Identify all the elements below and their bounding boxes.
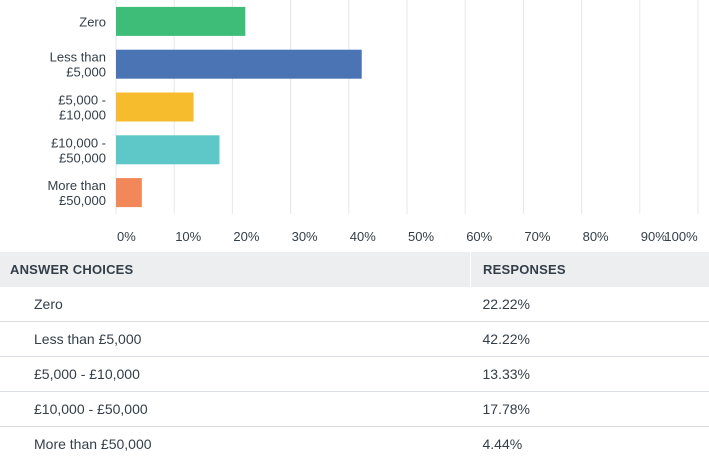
x-tick-label: 10% bbox=[175, 229, 201, 244]
responses-header: RESPONSES bbox=[471, 252, 709, 287]
bars bbox=[116, 7, 362, 207]
answer-choices-header: ANSWER CHOICES bbox=[0, 252, 471, 287]
table-header-row: ANSWER CHOICES RESPONSES bbox=[0, 252, 709, 287]
response-value: 4.44% bbox=[471, 427, 709, 461]
x-tick-label: 60% bbox=[466, 229, 492, 244]
x-tick-label: 40% bbox=[350, 229, 376, 244]
x-tick-label: 100% bbox=[664, 229, 698, 244]
answer-choice: Less than £5,000 bbox=[0, 322, 471, 357]
x-tick-label: 20% bbox=[233, 229, 259, 244]
x-tick-label: 90% bbox=[641, 229, 667, 244]
x-tick-label: 70% bbox=[524, 229, 550, 244]
x-tick-label: 30% bbox=[292, 229, 318, 244]
x-axis-tick-labels: 0% 10% 20% 30% 40% 50% 60% 70% 80% 90%100% bbox=[117, 229, 698, 244]
bar bbox=[116, 178, 142, 207]
category-label: £5,000 - bbox=[58, 93, 106, 108]
results-table: ANSWER CHOICES RESPONSES Zero 22.22% Les… bbox=[0, 252, 709, 461]
table-row: £5,000 - £10,000 13.33% bbox=[0, 357, 709, 392]
answer-choice: £5,000 - £10,000 bbox=[0, 357, 471, 392]
answer-choice: £10,000 - £50,000 bbox=[0, 392, 471, 427]
category-label: £5,000 bbox=[66, 65, 106, 80]
bar bbox=[116, 7, 245, 36]
table-row: £10,000 - £50,000 17.78% bbox=[0, 392, 709, 427]
answer-choice: More than £50,000 bbox=[0, 427, 471, 461]
response-value: 22.22% bbox=[471, 287, 709, 322]
category-label: More than bbox=[47, 178, 106, 193]
response-value: 42.22% bbox=[471, 322, 709, 357]
category-label: £10,000 bbox=[59, 108, 106, 123]
bar bbox=[116, 93, 194, 122]
answer-choice: Zero bbox=[0, 287, 471, 322]
category-label: £50,000 bbox=[59, 193, 106, 208]
bar bbox=[116, 50, 362, 79]
table-row: Less than £5,000 42.22% bbox=[0, 322, 709, 357]
category-label: £10,000 - bbox=[51, 135, 106, 150]
table-row: Zero 22.22% bbox=[0, 287, 709, 322]
category-labels: Zero Less than£5,000 £5,000 -£10,000 £10,00… bbox=[47, 14, 106, 208]
x-tick-label: 50% bbox=[408, 229, 434, 244]
response-value: 13.33% bbox=[471, 357, 709, 392]
response-value: 17.78% bbox=[471, 392, 709, 427]
category-label: Zero bbox=[79, 14, 106, 29]
bar-chart: Zero Less than£5,000 £5,000 -£10,000 £10,00… bbox=[0, 0, 709, 252]
category-label: £50,000 bbox=[59, 150, 106, 165]
category-label: Less than bbox=[50, 50, 106, 65]
table-row: More than £50,000 4.44% bbox=[0, 427, 709, 461]
x-tick-label: 0% bbox=[117, 229, 136, 244]
x-tick-label: 80% bbox=[583, 229, 609, 244]
bar bbox=[116, 135, 219, 164]
